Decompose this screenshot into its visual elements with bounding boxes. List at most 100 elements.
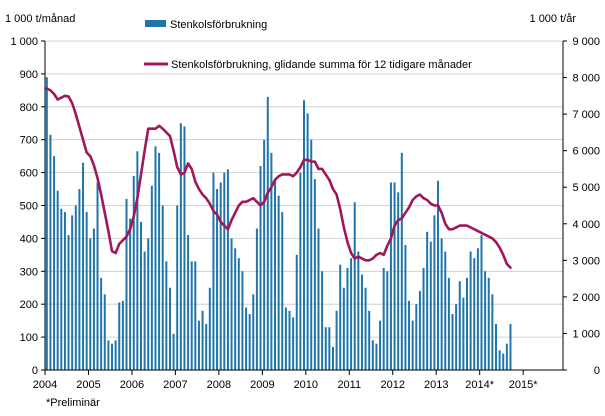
bar xyxy=(71,215,74,370)
bar xyxy=(172,333,175,370)
right-tick-label: 2 000 xyxy=(572,292,600,304)
left-tick-label: 500 xyxy=(20,201,38,213)
bar xyxy=(147,238,150,370)
x-tick-label: 2010 xyxy=(294,379,318,391)
x-tick-label: 2015* xyxy=(509,379,538,391)
bar xyxy=(487,277,490,370)
bar xyxy=(255,228,258,370)
bar xyxy=(176,205,179,370)
bar xyxy=(411,320,414,370)
right-axis-unit: 1 000 t/år xyxy=(530,13,577,25)
bar xyxy=(85,212,88,370)
left-axis-unit: 1 000 t/månad xyxy=(5,13,75,25)
bar xyxy=(321,271,324,370)
left-tick-label: 400 xyxy=(20,233,38,245)
bar xyxy=(143,251,146,370)
right-tick-label: 5 000 xyxy=(572,182,600,194)
bar xyxy=(234,248,237,370)
bar xyxy=(154,146,157,370)
bar xyxy=(455,304,458,370)
bar xyxy=(179,123,182,370)
bar xyxy=(125,198,128,370)
bar xyxy=(158,152,161,370)
bar xyxy=(67,235,70,370)
bar xyxy=(404,244,407,370)
bar xyxy=(208,287,211,370)
bar xyxy=(350,258,353,370)
bar xyxy=(466,277,468,370)
bar xyxy=(324,327,327,370)
bar xyxy=(426,231,429,370)
bar xyxy=(342,287,345,370)
bar xyxy=(505,343,508,370)
x-tick-label: 2004 xyxy=(33,379,57,391)
right-tick-label: 7 000 xyxy=(572,109,600,121)
bar xyxy=(190,261,193,370)
bar xyxy=(473,258,476,370)
bar xyxy=(317,228,320,370)
bar xyxy=(129,218,132,370)
bar xyxy=(444,251,447,370)
bar xyxy=(299,172,302,370)
bar xyxy=(205,323,208,370)
bar xyxy=(89,238,92,370)
bar xyxy=(132,175,135,370)
bar xyxy=(339,264,342,370)
bar xyxy=(328,327,331,370)
right-tick-label: 8 000 xyxy=(572,73,600,85)
bar xyxy=(491,294,494,370)
x-tick-label: 2005 xyxy=(76,379,100,391)
bar xyxy=(415,304,418,370)
bar xyxy=(292,317,295,370)
bar xyxy=(386,271,389,370)
bar xyxy=(469,251,472,370)
bar xyxy=(63,212,66,370)
bar xyxy=(382,268,385,370)
bar xyxy=(96,182,99,370)
right-tick-label: 6 000 xyxy=(572,146,600,158)
bar xyxy=(288,310,291,370)
bar xyxy=(389,182,392,370)
bar xyxy=(357,251,360,370)
right-tick-label: 4 000 xyxy=(572,219,600,231)
axes xyxy=(41,40,567,375)
bar xyxy=(281,212,284,370)
bar xyxy=(371,340,374,370)
bar xyxy=(331,346,334,370)
bar xyxy=(248,314,251,370)
bar xyxy=(335,310,338,370)
left-tick-label: 900 xyxy=(20,69,38,81)
bar xyxy=(498,350,501,370)
x-tick-label: 2008 xyxy=(207,379,231,391)
left-tick-label: 1 000 xyxy=(10,36,38,48)
bar xyxy=(360,274,363,370)
x-tick-label: 2006 xyxy=(120,379,144,391)
bar xyxy=(462,297,465,370)
bar xyxy=(216,189,219,370)
bar xyxy=(161,205,164,370)
bar xyxy=(422,268,425,370)
bar xyxy=(187,235,190,370)
bar xyxy=(183,126,186,370)
bar xyxy=(440,238,443,370)
bar xyxy=(263,139,266,370)
bar xyxy=(114,340,117,370)
bar xyxy=(241,271,244,370)
right-tick-label: 1 000 xyxy=(572,328,600,340)
bar xyxy=(212,172,215,370)
tick-labels: 0 100 200 300 400 500 600 700 800 900 1 000 0 1 000 2… xyxy=(10,36,600,391)
bar xyxy=(353,202,356,370)
bar xyxy=(53,156,56,370)
bar xyxy=(303,100,305,370)
bar xyxy=(45,77,48,370)
bar xyxy=(447,277,450,370)
bar xyxy=(111,343,114,370)
bar xyxy=(92,228,95,370)
bar xyxy=(230,238,233,370)
bar xyxy=(270,152,273,370)
x-tick-label: 2007 xyxy=(163,379,187,391)
bar xyxy=(484,271,487,370)
bar xyxy=(226,169,229,370)
bar xyxy=(458,281,461,370)
